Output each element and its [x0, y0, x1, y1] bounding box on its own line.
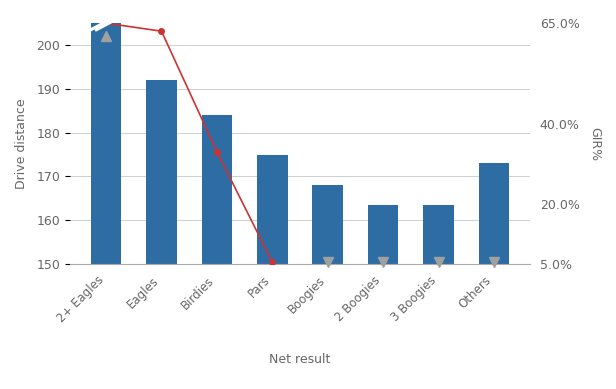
Bar — [312, 185, 343, 264]
Bar — [257, 154, 288, 264]
Bar — [479, 163, 509, 264]
Y-axis label: Drive distance: Drive distance — [15, 98, 28, 189]
Bar — [146, 80, 177, 264]
Bar — [368, 205, 399, 264]
Y-axis label: GIR%: GIR% — [588, 126, 601, 161]
Bar — [201, 115, 232, 264]
Bar — [91, 23, 121, 264]
Bar — [423, 205, 454, 264]
X-axis label: Net result: Net result — [269, 353, 331, 366]
